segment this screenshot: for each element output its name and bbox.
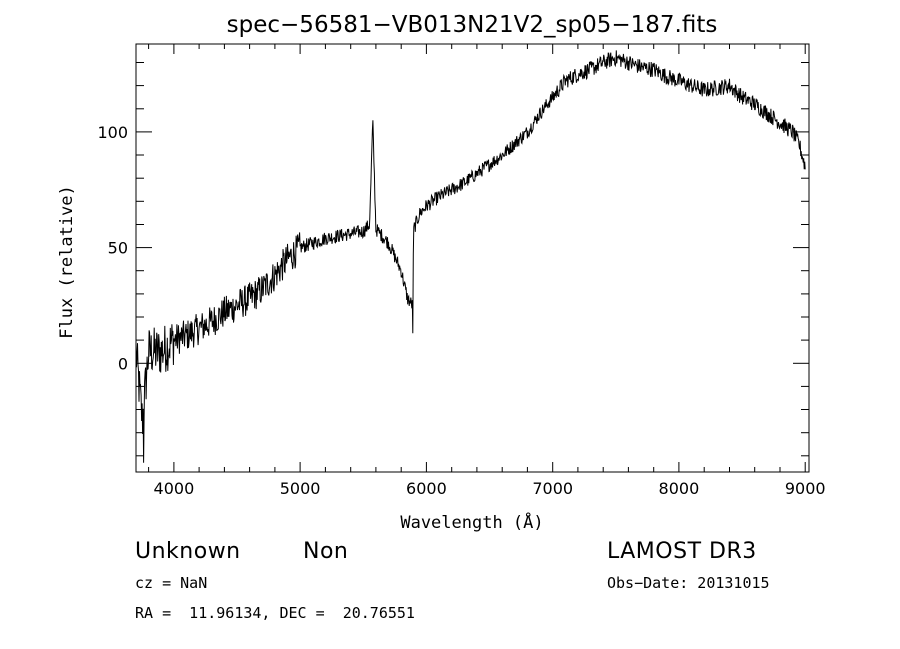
y-tick-label: 100 [97, 123, 128, 142]
x-tick-label: 7000 [532, 479, 573, 498]
x-tick-label: 4000 [154, 479, 195, 498]
series-layer [135, 50, 806, 463]
spectrum-line [135, 50, 806, 463]
plot-frame [135, 43, 810, 473]
ra-dec: RA = 11.96134, DEC = 20.76551 [135, 604, 415, 622]
survey-label: LAMOST DR3 [607, 539, 757, 564]
class-label: Unknown [135, 539, 241, 564]
x-axis-label: Wavelength (Å) [400, 511, 543, 533]
x-tick-label: 8000 [659, 479, 700, 498]
y-axis: 0 50 100 [97, 62, 809, 457]
y-axis-label: Flux (relative) [57, 185, 77, 339]
x-tick-label: 9000 [785, 479, 826, 498]
x-axis: 4000 5000 6000 7000 8000 9000 [148, 44, 826, 498]
y-tick-label: 0 [118, 354, 128, 373]
subclass-label: Non [303, 539, 349, 564]
chart-title: spec−56581−VB013N21V2_sp05−187.fits [227, 12, 718, 38]
y-tick-label: 50 [108, 239, 128, 258]
obs-date: Obs−Date: 20131015 [607, 574, 770, 592]
cz-value: cz = NaN [135, 574, 208, 592]
x-tick-label: 5000 [280, 479, 321, 498]
x-tick-label: 6000 [406, 479, 447, 498]
